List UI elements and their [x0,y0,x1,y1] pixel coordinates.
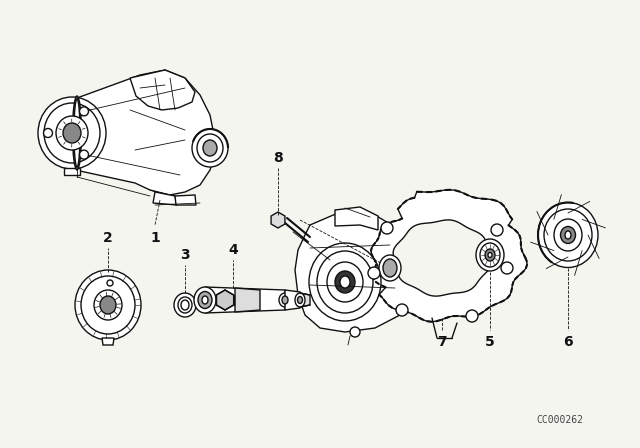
Text: 4: 4 [228,243,238,257]
Polygon shape [285,290,300,310]
Text: 6: 6 [563,335,573,349]
Polygon shape [175,195,196,205]
Ellipse shape [538,202,598,267]
Polygon shape [295,210,420,332]
Ellipse shape [480,243,500,267]
Ellipse shape [202,296,208,304]
Ellipse shape [565,231,571,239]
Text: 7: 7 [437,335,447,349]
Text: 3: 3 [180,248,190,262]
Ellipse shape [544,209,592,261]
Circle shape [350,327,360,337]
Ellipse shape [178,297,192,313]
Circle shape [381,222,393,234]
Text: CC000262: CC000262 [536,415,584,425]
Ellipse shape [561,227,575,244]
Circle shape [107,280,113,286]
Circle shape [501,262,513,274]
Ellipse shape [298,297,303,303]
Polygon shape [77,70,215,195]
Ellipse shape [56,116,88,150]
Circle shape [491,224,503,236]
Ellipse shape [94,290,122,320]
Ellipse shape [44,103,100,163]
Polygon shape [235,288,260,312]
Polygon shape [371,190,527,322]
Polygon shape [153,192,177,205]
Polygon shape [216,290,234,310]
Ellipse shape [282,296,288,304]
Polygon shape [335,207,378,230]
Ellipse shape [485,249,495,261]
Polygon shape [130,70,195,110]
Ellipse shape [309,243,381,321]
Text: 5: 5 [485,335,495,349]
Circle shape [368,267,380,279]
Ellipse shape [379,255,401,281]
Ellipse shape [203,140,217,156]
Text: 8: 8 [273,151,283,165]
Text: 1: 1 [150,231,160,245]
Ellipse shape [383,259,397,277]
Polygon shape [64,168,80,175]
Ellipse shape [295,293,305,307]
Ellipse shape [335,271,355,293]
Ellipse shape [192,129,228,167]
Ellipse shape [72,96,81,170]
Ellipse shape [181,300,189,310]
Ellipse shape [476,239,504,271]
Ellipse shape [197,134,223,162]
Polygon shape [102,338,114,345]
Polygon shape [300,293,310,307]
Polygon shape [271,212,285,228]
Ellipse shape [100,296,116,314]
Ellipse shape [488,253,492,258]
Ellipse shape [74,99,80,167]
Ellipse shape [38,97,106,169]
Circle shape [396,304,408,316]
Circle shape [79,150,88,159]
Ellipse shape [554,219,582,251]
Ellipse shape [279,293,291,307]
Polygon shape [205,287,285,313]
Ellipse shape [81,276,135,334]
Ellipse shape [340,276,350,288]
Ellipse shape [75,270,141,340]
Ellipse shape [174,293,196,317]
Ellipse shape [194,287,216,313]
Polygon shape [393,220,491,296]
Circle shape [44,129,52,138]
Ellipse shape [317,251,373,313]
Text: 2: 2 [103,231,113,245]
Circle shape [466,310,478,322]
Ellipse shape [327,262,363,302]
Ellipse shape [63,123,81,143]
Circle shape [79,107,88,116]
Ellipse shape [198,292,212,309]
